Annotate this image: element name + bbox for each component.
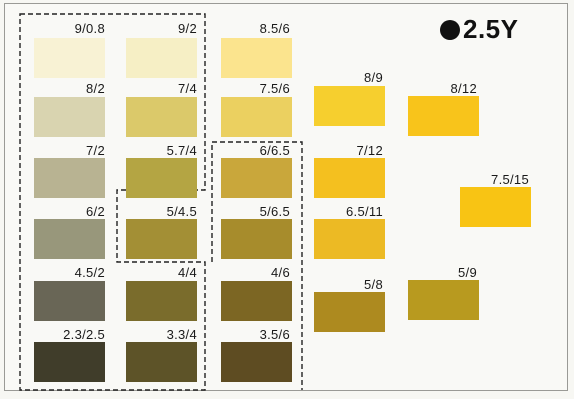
chip-label: 6/6.5 (259, 143, 290, 158)
chip-label: 8/9 (364, 70, 383, 85)
chip-label: 8/12 (450, 81, 477, 96)
bullet-dot-icon (440, 19, 460, 40)
color-chip (34, 158, 105, 198)
chip-label: 8.5/6 (259, 21, 290, 36)
chip-label: 4/4 (178, 265, 197, 280)
color-chip (221, 342, 292, 382)
chip-label: 5/9 (458, 265, 477, 280)
chip-label: 3.3/4 (166, 327, 197, 342)
color-chip (126, 342, 197, 382)
color-chip (34, 281, 105, 321)
chip-label: 7/2 (86, 143, 105, 158)
color-chip (34, 219, 105, 259)
color-chip (314, 219, 385, 259)
chip-label: 5.7/4 (166, 143, 197, 158)
hue-title: 2.5Y (440, 14, 519, 45)
color-chip (126, 97, 197, 137)
chip-label: 6/2 (86, 204, 105, 219)
color-chip (34, 342, 105, 382)
chip-label: 3.5/6 (259, 327, 290, 342)
chip-label: 2.3/2.5 (63, 327, 105, 342)
hue-label: 2.5Y (463, 14, 519, 44)
chip-label: 5/6.5 (259, 204, 290, 219)
chip-label: 7.5/6 (259, 81, 290, 96)
color-chip (314, 158, 385, 198)
color-chip (126, 38, 197, 78)
color-chip (34, 97, 105, 137)
color-chip (408, 96, 479, 136)
chip-label: 7.5/15 (491, 172, 529, 187)
chip-label: 7/4 (178, 81, 197, 96)
color-chip (126, 158, 197, 198)
color-chip (408, 280, 479, 320)
chip-label: 4/6 (271, 265, 290, 280)
color-chip (34, 38, 105, 78)
chip-label: 8/2 (86, 81, 105, 96)
color-chip (221, 219, 292, 259)
color-chip (314, 292, 385, 332)
chip-label: 4.5/2 (74, 265, 105, 280)
color-chip (126, 281, 197, 321)
color-chip (314, 86, 385, 126)
chip-label: 5/8 (364, 277, 383, 292)
color-chip (221, 38, 292, 78)
color-chip (126, 219, 197, 259)
chip-label: 9/0.8 (74, 21, 105, 36)
chip-label: 7/12 (356, 143, 383, 158)
chip-label: 6.5/11 (346, 204, 383, 219)
color-chip (221, 281, 292, 321)
color-chip (221, 97, 292, 137)
chip-label: 9/2 (178, 21, 197, 36)
chip-label: 5/4.5 (166, 204, 197, 219)
color-chip (460, 187, 531, 227)
color-chip (221, 158, 292, 198)
